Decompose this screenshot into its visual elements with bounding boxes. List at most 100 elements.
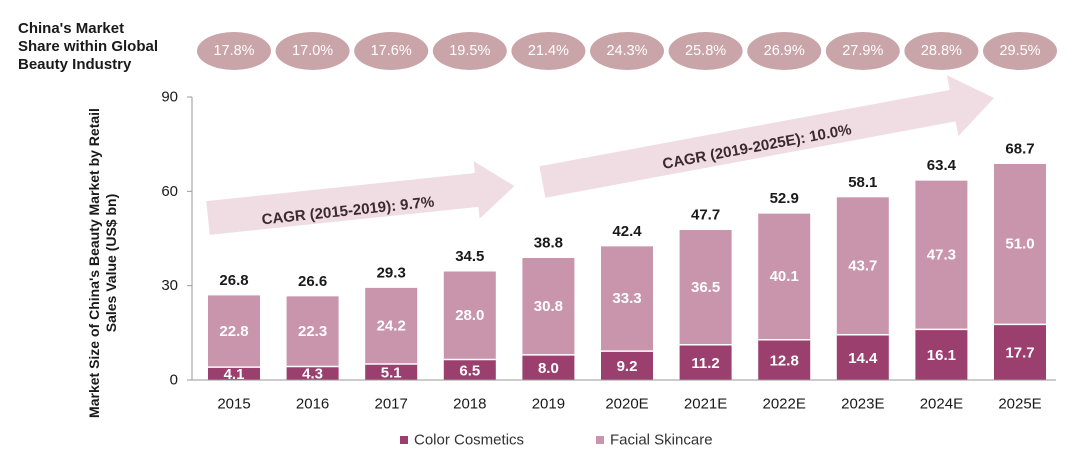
- share-pill: [432, 32, 507, 70]
- total-label: 38.8: [534, 234, 563, 251]
- bar-facial-skincare: [601, 246, 653, 352]
- value-label-color-cosmetics: 9.2: [617, 358, 638, 375]
- y-tick-label: 0: [170, 372, 178, 389]
- bar-facial-skincare: [915, 180, 968, 330]
- value-label-facial-skincare: 24.2: [377, 317, 406, 334]
- value-label-facial-skincare: 22.3: [298, 323, 327, 340]
- share-pill-label: 19.5%: [449, 43, 490, 59]
- total-label: 52.9: [770, 190, 799, 207]
- x-tick-label: 2017: [375, 396, 408, 413]
- value-label-color-cosmetics: 17.7: [1005, 345, 1034, 362]
- bar-color-cosmetics: [915, 329, 968, 380]
- total-label: 34.5: [455, 248, 484, 265]
- value-label-color-cosmetics: 6.5: [459, 362, 480, 379]
- share-pill: [747, 32, 822, 70]
- x-tick-label: 2016: [296, 396, 329, 413]
- bar-color-cosmetics: [994, 324, 1046, 380]
- x-tick-label: 2022E: [763, 396, 806, 413]
- bar-color-cosmetics: [836, 334, 889, 380]
- bar-color-cosmetics: [758, 339, 811, 380]
- bar-color-cosmetics: [208, 367, 260, 380]
- value-label-color-cosmetics: 4.1: [224, 366, 245, 383]
- value-label-facial-skincare: 28.0: [455, 307, 484, 324]
- value-label-facial-skincare: 22.8: [219, 323, 248, 340]
- total-label: 47.7: [691, 207, 720, 224]
- total-label: 29.3: [377, 264, 406, 281]
- value-label-facial-skincare: 30.8: [534, 298, 563, 315]
- share-pill-label: 25.8%: [685, 43, 726, 59]
- legend-label-color-cosmetics: Color Cosmetics: [414, 432, 524, 449]
- total-label: 26.6: [298, 273, 327, 290]
- share-pill-label: 26.9%: [764, 43, 805, 59]
- share-pill: [590, 32, 664, 70]
- value-label-facial-skincare: 40.1: [770, 268, 799, 285]
- share-pill: [511, 32, 586, 70]
- share-pill-label: 24.3%: [606, 43, 647, 59]
- legend-swatch-facial-skincare: [596, 436, 604, 444]
- value-label-color-cosmetics: 11.2: [691, 355, 719, 372]
- y-tick-label: 90: [161, 89, 178, 106]
- share-pill-label: 29.5%: [999, 43, 1040, 59]
- x-tick-label: 2018: [453, 396, 486, 413]
- value-label-color-cosmetics: 12.8: [770, 352, 799, 369]
- bar-color-cosmetics: [522, 354, 575, 380]
- y-tick-label: 30: [161, 277, 178, 294]
- share-pill: [668, 32, 743, 70]
- bar-facial-skincare: [836, 197, 889, 335]
- total-label: 42.4: [612, 223, 642, 240]
- x-tick-label: 2021E: [684, 396, 727, 413]
- share-pill: [197, 32, 271, 70]
- bar-facial-skincare: [679, 230, 732, 345]
- bar-color-cosmetics: [443, 359, 496, 380]
- bar-color-cosmetics: [601, 351, 653, 380]
- value-label-color-cosmetics: 14.4: [848, 350, 878, 367]
- share-pill-label: 17.6%: [371, 43, 412, 59]
- value-label-color-cosmetics: 8.0: [538, 360, 559, 377]
- legend-swatch-color-cosmetics: [400, 436, 408, 444]
- bar-facial-skincare: [994, 163, 1046, 325]
- value-label-facial-skincare: 51.0: [1005, 236, 1034, 253]
- bar-facial-skincare: [522, 257, 575, 355]
- y-tick-label: 60: [161, 183, 178, 200]
- share-pill-label: 17.8%: [213, 43, 254, 59]
- x-tick-label: 2024E: [920, 396, 963, 413]
- share-pill: [825, 32, 900, 70]
- share-pill-label: 28.8%: [921, 43, 962, 59]
- market-share-label: China's Market Share within Global Beaut…: [18, 20, 159, 73]
- bar-facial-skincare: [365, 287, 418, 364]
- value-label-color-cosmetics: 5.1: [381, 364, 402, 381]
- bar-facial-skincare: [443, 271, 496, 360]
- value-label-color-cosmetics: 16.1: [927, 347, 956, 364]
- x-tick-label: 2015: [217, 396, 250, 413]
- value-label-facial-skincare: 36.5: [691, 279, 720, 296]
- share-pill-label: 17.0%: [292, 43, 333, 59]
- cagr-arrow-1: [206, 161, 515, 235]
- total-label: 26.8: [219, 272, 248, 289]
- share-pill: [983, 32, 1057, 70]
- x-tick-label: 2019: [532, 396, 565, 413]
- value-label-facial-skincare: 47.3: [927, 247, 956, 264]
- share-pill-label: 27.9%: [842, 43, 883, 59]
- share-pill: [354, 32, 429, 70]
- bar-facial-skincare: [286, 296, 339, 367]
- x-tick-label: 2025E: [998, 396, 1041, 413]
- value-label-facial-skincare: 43.7: [848, 258, 877, 275]
- value-label-color-cosmetics: 4.3: [302, 366, 323, 383]
- total-label: 68.7: [1005, 140, 1034, 157]
- bar-facial-skincare: [208, 295, 260, 368]
- bar-color-cosmetics: [286, 366, 339, 380]
- total-label: 58.1: [848, 174, 877, 191]
- bar-color-cosmetics: [679, 344, 732, 380]
- bar-color-cosmetics: [365, 363, 418, 380]
- share-pill-label: 21.4%: [528, 43, 569, 59]
- value-label-facial-skincare: 33.3: [612, 290, 641, 307]
- x-tick-label: 2023E: [841, 396, 884, 413]
- share-pill: [275, 32, 350, 70]
- legend-label-facial-skincare: Facial Skincare: [610, 432, 713, 449]
- x-tick-label: 2020E: [605, 396, 648, 413]
- total-label: 63.4: [927, 157, 957, 174]
- bar-facial-skincare: [758, 213, 811, 340]
- cagr-arrow-2: [539, 75, 995, 198]
- share-pill: [904, 32, 979, 70]
